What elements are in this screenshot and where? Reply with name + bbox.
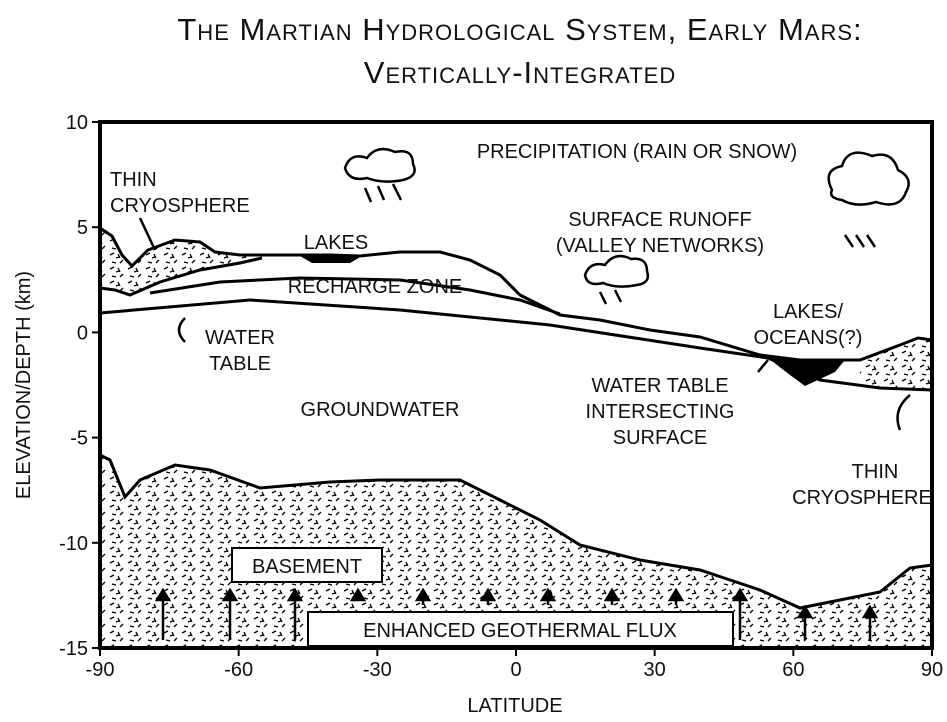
annotation: BASEMENT xyxy=(252,556,362,578)
y-tick-label: 10 xyxy=(66,112,88,134)
cryosphere xyxy=(100,228,262,295)
x-tick-label: 60 xyxy=(782,659,804,681)
surface xyxy=(99,226,933,362)
annotation: ENHANCED GEOTHERMAL FLUX xyxy=(363,620,677,642)
label-box xyxy=(307,611,734,647)
annotation: TABLE xyxy=(209,353,271,375)
y-tick-label: -15 xyxy=(59,638,88,660)
annotation: SURFACE RUNOFF xyxy=(568,209,751,231)
annotation: SURFACE xyxy=(613,427,707,449)
cryosphere-base xyxy=(99,256,263,297)
lake xyxy=(300,256,362,263)
annotation: THIN xyxy=(852,461,899,483)
x-tick-label: -60 xyxy=(224,659,253,681)
x-tick-label: -90 xyxy=(86,659,115,681)
y-tick-label: -10 xyxy=(59,533,88,555)
y-axis-label: ELEVATION/DEPTH (km) xyxy=(13,271,35,499)
annotation: CRYOSPHERE xyxy=(110,195,250,217)
x-tick-label: 90 xyxy=(921,659,943,681)
label-box xyxy=(231,547,383,583)
y-tick-label: 5 xyxy=(77,217,88,239)
annotation: LAKES/ xyxy=(773,301,843,323)
annotation: CRYOSPHERE xyxy=(792,487,932,509)
x-tick-label: -30 xyxy=(363,659,392,681)
x-tick-label: 30 xyxy=(644,659,666,681)
y-tick-label: 0 xyxy=(77,322,88,344)
recharge-base xyxy=(149,276,561,316)
title: The Martian Hydrological System, Early M… xyxy=(177,12,862,47)
annotation: INTERSECTING xyxy=(586,401,735,423)
cryosphere xyxy=(860,338,932,390)
x-tick-label: 0 xyxy=(510,659,521,681)
annotation: RECHARGE ZONE xyxy=(288,276,462,298)
flux-arrows xyxy=(138,217,911,640)
title: Vertically-Integrated xyxy=(364,55,676,90)
x-axis-label: LATITUDE xyxy=(467,695,562,717)
annotation: LAKES xyxy=(304,232,368,254)
water-table xyxy=(99,298,933,392)
cloud xyxy=(343,147,910,305)
annotation: WATER TABLE xyxy=(591,375,728,397)
basement xyxy=(98,452,934,650)
y-tick-label: -5 xyxy=(70,428,88,450)
annotation: (VALLEY NETWORKS) xyxy=(556,235,764,257)
annotation: OCEANS(?) xyxy=(754,327,863,349)
annotation: WATER xyxy=(205,327,275,349)
annotation: PRECIPITATION (RAIN OR SNOW) xyxy=(477,141,797,163)
annotation: THIN xyxy=(110,169,157,191)
annotation: GROUNDWATER xyxy=(301,399,460,421)
